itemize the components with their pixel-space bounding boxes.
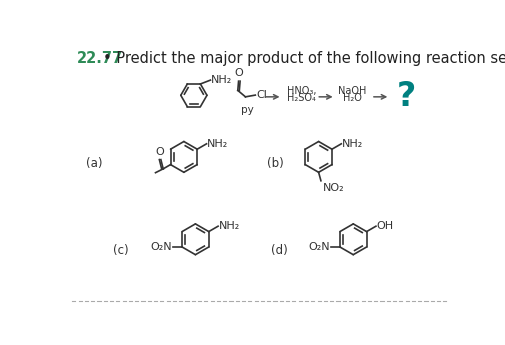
Text: (b): (b): [267, 157, 283, 169]
Text: O: O: [155, 147, 164, 157]
Text: • Predict the major product of the following reaction sequence.: • Predict the major product of the follo…: [103, 51, 505, 66]
Text: NO₂: NO₂: [322, 183, 343, 193]
Text: H₂SO₄: H₂SO₄: [287, 93, 316, 104]
Text: NaOH: NaOH: [338, 87, 366, 97]
Text: Cl: Cl: [257, 90, 267, 100]
Text: (d): (d): [270, 244, 287, 257]
Text: ?: ?: [396, 80, 415, 114]
Text: py: py: [240, 105, 253, 115]
Text: NH₂: NH₂: [211, 75, 232, 85]
Text: NH₂: NH₂: [341, 139, 363, 149]
Text: HNO₃,: HNO₃,: [286, 87, 316, 97]
Text: 22.77: 22.77: [77, 51, 123, 66]
Text: O: O: [234, 68, 242, 78]
Text: O₂N: O₂N: [308, 242, 329, 252]
Text: O₂N: O₂N: [150, 242, 172, 252]
Text: OH: OH: [376, 221, 393, 231]
Text: (a): (a): [86, 157, 103, 169]
Text: (c): (c): [113, 244, 128, 257]
Text: H₂O: H₂O: [342, 93, 361, 104]
Text: NH₂: NH₂: [207, 139, 228, 149]
Text: NH₂: NH₂: [219, 221, 240, 231]
